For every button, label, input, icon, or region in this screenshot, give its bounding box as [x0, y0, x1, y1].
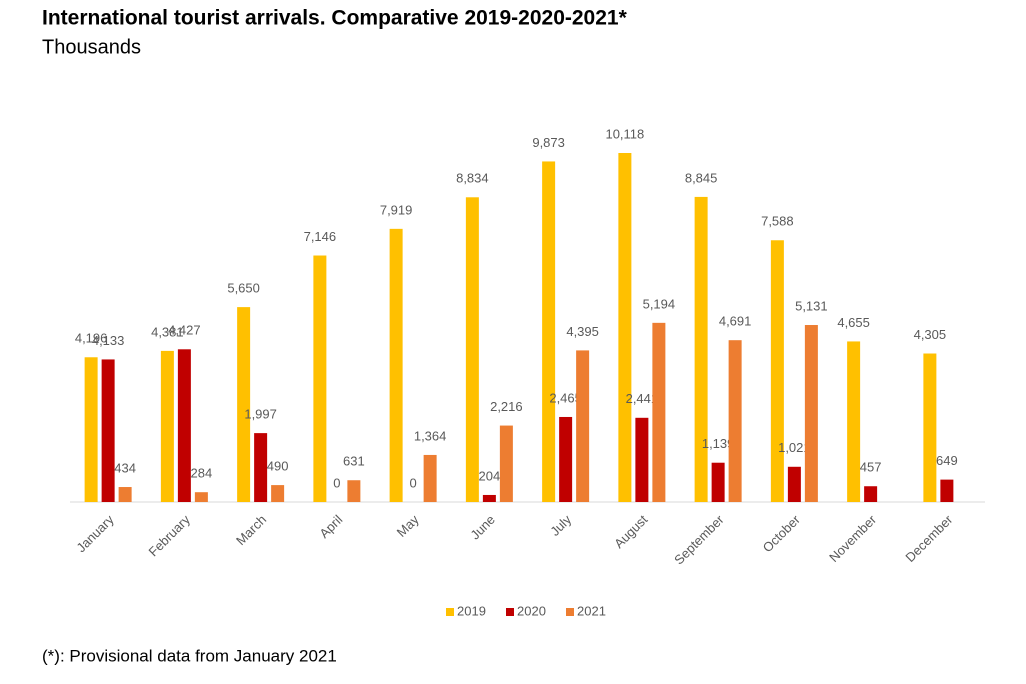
bar [652, 322, 666, 502]
x-tick-label: August [611, 512, 650, 551]
value-label: 4,133 [92, 333, 125, 348]
value-label: 490 [267, 459, 289, 474]
bar [940, 479, 954, 502]
value-label: 4,196 [75, 331, 108, 346]
value-label: 8,845 [685, 170, 718, 185]
bar [499, 425, 513, 502]
value-label: 4,655 [837, 315, 870, 330]
x-tick-label: November [826, 511, 879, 564]
value-label: 1,021 [778, 440, 811, 455]
x-tick-label: July [547, 512, 574, 539]
value-label: 2,441 [626, 391, 659, 406]
value-label: 10,118 [605, 126, 644, 141]
bar [237, 307, 251, 502]
x-tick-label: December [902, 511, 955, 564]
bar [423, 454, 437, 502]
bar [635, 417, 649, 502]
bar [347, 480, 361, 502]
value-label: 1,364 [414, 428, 447, 443]
bar [864, 486, 878, 502]
x-tick-label: October [760, 511, 804, 555]
value-label: 5,131 [795, 298, 828, 313]
x-tick-label: May [394, 512, 422, 540]
value-label: 457 [860, 460, 882, 475]
bar [804, 325, 818, 502]
bar [389, 228, 403, 502]
value-label: 204 [479, 468, 501, 483]
bar [254, 433, 268, 502]
value-label: 4,691 [719, 314, 752, 329]
bar [770, 240, 784, 502]
value-label: 2,216 [490, 399, 523, 414]
value-label: 4,381 [151, 324, 184, 339]
x-tick-label: February [146, 512, 194, 560]
value-label: 7,919 [380, 202, 413, 217]
bar [847, 341, 861, 502]
value-label: 5,650 [227, 281, 260, 296]
legend-swatch [566, 608, 574, 616]
bar [542, 161, 556, 502]
value-label: 9,873 [532, 135, 565, 150]
bar [482, 494, 496, 502]
legend-swatch [446, 608, 454, 616]
x-tick-label: September [671, 511, 727, 567]
value-label: 649 [936, 453, 958, 468]
bar [194, 492, 208, 502]
bar [177, 349, 191, 502]
chart-title: International tourist arrivals. Comparat… [42, 7, 628, 30]
value-label: 7,588 [761, 214, 794, 229]
bar [160, 350, 174, 502]
bar [728, 340, 742, 502]
bar [576, 350, 590, 502]
value-label: 284 [191, 466, 213, 481]
value-label: 0 [410, 475, 417, 490]
value-label: 5,194 [643, 296, 676, 311]
value-label: 1,997 [244, 407, 277, 422]
x-tick-label: June [467, 512, 498, 543]
chart-subtitle: Thousands [42, 36, 141, 58]
bar [271, 485, 285, 502]
value-label: 4,427 [168, 323, 201, 338]
bar [618, 153, 632, 502]
bar [465, 197, 479, 502]
value-label: 0 [333, 475, 340, 490]
bar [313, 255, 327, 502]
value-label: 4,395 [566, 324, 599, 339]
bar [559, 416, 573, 502]
value-label: 631 [343, 454, 365, 469]
value-label: 7,146 [304, 229, 337, 244]
bar [101, 359, 115, 502]
value-label: 8,834 [456, 171, 489, 186]
bar [711, 462, 725, 502]
value-label: 1,139 [702, 436, 735, 451]
x-tick-label: March [233, 512, 269, 548]
value-label: 434 [114, 460, 136, 475]
legend-label: 2021 [577, 603, 606, 618]
x-tick-label: January [73, 512, 117, 556]
legend-label: 2019 [457, 603, 486, 618]
value-label: 4,305 [914, 327, 947, 342]
legend-label: 2020 [517, 603, 546, 618]
x-tick-label: April [316, 512, 345, 541]
bar [84, 357, 98, 502]
bar [787, 466, 801, 502]
bar [694, 196, 708, 503]
value-label: 2,465 [549, 390, 582, 405]
legend-swatch [506, 608, 514, 616]
footnote: (*): Provisional data from January 2021 [42, 646, 337, 665]
bar [118, 487, 132, 502]
bar [923, 353, 937, 502]
